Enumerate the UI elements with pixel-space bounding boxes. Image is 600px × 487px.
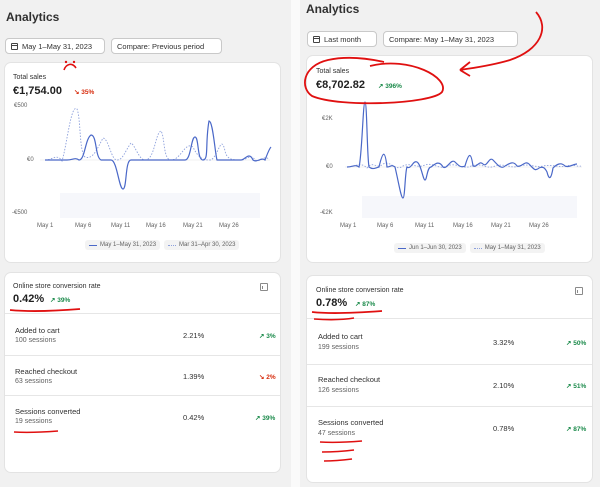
y-tick: €0 <box>326 164 333 170</box>
funnel-row-label: Reached checkout <box>15 367 78 376</box>
total-sales-value: €1,754.00 <box>13 85 62 97</box>
y-tick: €500 <box>14 103 28 109</box>
legend-label: Jun 1–Jun 30, 2023 <box>409 245 462 251</box>
y-tick: €2K <box>322 116 333 122</box>
legend-item-comparison[interactable]: Mar 31–Apr 30, 2023 <box>164 240 240 250</box>
total-sales-line-chart <box>40 108 272 218</box>
total-sales-label: Total sales <box>13 74 47 81</box>
x-tick: May 6 <box>75 223 92 229</box>
compare-label: Compare: May 1–May 31, 2023 <box>389 34 495 44</box>
legend-item-comparison[interactable]: May 1–May 31, 2023 <box>469 243 545 253</box>
funnel-row-change: ↗ 51% <box>566 383 587 390</box>
total-sales-card: Total sales €1,754.00 ↘ 35% €500 €0 -€50… <box>5 63 280 262</box>
funnel-row-value: 2.21% <box>183 331 205 340</box>
panel-divider <box>291 0 300 487</box>
x-tick: May 21 <box>183 223 203 229</box>
chart-icon[interactable] <box>575 287 583 295</box>
funnel-row-label: Added to cart <box>15 326 60 335</box>
funnel-row-sessions-converted: Sessions converted 47 sessions 0.78% ↗ 8… <box>307 406 592 452</box>
conversion-label: Online store conversion rate <box>316 287 404 294</box>
conversion-rate-card: Online store conversion rate 0.78% ↗ 87%… <box>307 276 592 482</box>
funnel-row-added-to-cart: Added to cart 100 sessions 2.21% ↗ 3% <box>5 313 280 355</box>
dotted-line-swatch <box>168 244 177 246</box>
page-title: Analytics <box>306 2 360 16</box>
funnel-row-sessions: 63 sessions <box>15 378 52 385</box>
funnel-row-sessions: 19 sessions <box>15 418 52 425</box>
chart-legend: May 1–May 31, 2023 Mar 31–Apr 30, 2023 <box>85 240 240 250</box>
calendar-icon <box>313 35 320 43</box>
funnel-row-value: 2.10% <box>493 381 515 390</box>
dotted-line-swatch <box>473 247 482 249</box>
y-tick: €0 <box>27 157 34 163</box>
compare-label: Compare: Previous period <box>117 41 205 51</box>
funnel-row-sessions: 126 sessions <box>318 387 359 394</box>
date-range-button[interactable]: Last month <box>307 31 377 47</box>
comparison-series-line <box>44 108 270 163</box>
total-sales-line-chart <box>345 101 582 218</box>
conversion-change: ↗ 87% <box>355 301 376 308</box>
primary-series-line <box>346 101 578 199</box>
funnel-row-reached-checkout: Reached checkout 63 sessions 1.39% ↘ 2% <box>5 355 280 395</box>
legend-item-current[interactable]: May 1–May 31, 2023 <box>85 240 161 250</box>
funnel-row-value: 0.78% <box>493 424 515 433</box>
date-range-button[interactable]: May 1–May 31, 2023 <box>5 38 105 54</box>
calendar-icon <box>11 42 18 50</box>
x-tick: May 11 <box>111 223 131 229</box>
funnel-row-sessions-converted: Sessions converted 19 sessions 0.42% ↗ 3… <box>5 395 280 439</box>
funnel-row-change: ↗ 3% <box>259 333 276 340</box>
conversion-value: 0.78% <box>316 297 348 309</box>
total-sales-card: Total sales €8,702.82 ↗ 396% €2K €0 -€2K… <box>307 56 592 262</box>
funnel-row-change: ↘ 2% <box>259 374 276 381</box>
x-tick: May 26 <box>219 223 239 229</box>
funnel-row-label: Sessions converted <box>318 418 384 427</box>
total-sales-change: ↘ 35% <box>74 89 95 96</box>
compare-button[interactable]: Compare: May 1–May 31, 2023 <box>383 31 518 47</box>
x-tick: May 1 <box>37 223 54 229</box>
funnel-row-added-to-cart: Added to cart 199 sessions 3.32% ↗ 50% <box>307 318 592 364</box>
x-tick: May 21 <box>491 223 511 229</box>
solid-line-swatch <box>89 244 97 246</box>
conversion-change: ↗ 39% <box>50 297 71 304</box>
funnel-row-sessions: 199 sessions <box>318 344 359 351</box>
conversion-rate-card: Online store conversion rate 0.42% ↗ 39%… <box>5 273 280 472</box>
date-range-label: Last month <box>324 34 362 44</box>
date-range-label: May 1–May 31, 2023 <box>22 41 93 51</box>
x-tick: May 16 <box>453 223 473 229</box>
y-tick: -€2K <box>320 210 333 216</box>
x-tick: May 26 <box>529 223 549 229</box>
funnel-row-change: ↗ 87% <box>566 426 587 433</box>
page-title: Analytics <box>6 10 60 24</box>
legend-label: May 1–May 31, 2023 <box>100 242 157 248</box>
funnel-row-sessions: 47 sessions <box>318 430 355 437</box>
primary-series-line <box>45 120 272 190</box>
funnel-row-value: 1.39% <box>183 372 205 381</box>
funnel-row-value: 0.42% <box>183 413 205 422</box>
chart-hover-band <box>60 193 260 218</box>
legend-label: Mar 31–Apr 30, 2023 <box>179 242 236 248</box>
legend-label: May 1–May 31, 2023 <box>484 245 541 251</box>
chart-hover-band <box>362 196 577 218</box>
y-tick: -€500 <box>12 210 28 216</box>
funnel-row-label: Reached checkout <box>318 375 381 384</box>
funnel-row-label: Sessions converted <box>15 407 81 416</box>
x-tick: May 1 <box>340 223 357 229</box>
x-tick: May 11 <box>415 223 435 229</box>
chart-legend: Jun 1–Jun 30, 2023 May 1–May 31, 2023 <box>394 243 545 253</box>
conversion-value: 0.42% <box>13 293 45 305</box>
funnel-row-sessions: 100 sessions <box>15 337 56 344</box>
x-tick: May 16 <box>146 223 166 229</box>
funnel-row-value: 3.32% <box>493 338 515 347</box>
funnel-row-label: Added to cart <box>318 332 363 341</box>
funnel-row-change: ↗ 39% <box>255 415 276 422</box>
conversion-label: Online store conversion rate <box>13 283 101 290</box>
solid-line-swatch <box>398 247 406 249</box>
compare-button[interactable]: Compare: Previous period <box>111 38 222 54</box>
funnel-row-reached-checkout: Reached checkout 126 sessions 2.10% ↗ 51… <box>307 364 592 406</box>
funnel-row-change: ↗ 50% <box>566 340 587 347</box>
legend-item-current[interactable]: Jun 1–Jun 30, 2023 <box>394 243 466 253</box>
chart-icon[interactable] <box>260 283 268 291</box>
x-tick: May 6 <box>377 223 394 229</box>
